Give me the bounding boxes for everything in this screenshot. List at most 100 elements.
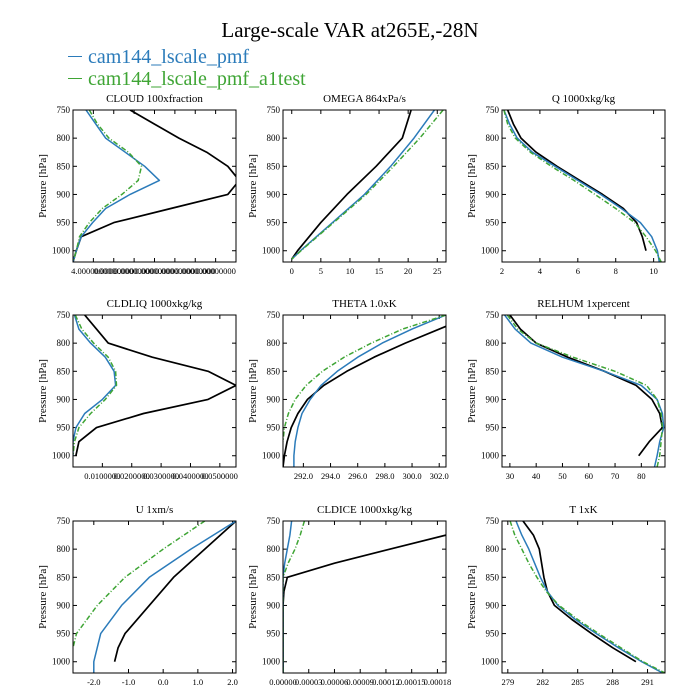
series-line-blue [503, 110, 661, 262]
y-tick-label: 1000 [52, 451, 71, 461]
legend-line-icon [68, 77, 82, 79]
legend-item-series-1: cam144_lscale_pmf [68, 46, 249, 69]
y-tick-label: 1000 [52, 246, 71, 256]
y-tick-label: 950 [486, 629, 500, 639]
y-tick-label: 750 [267, 105, 281, 115]
x-tick-label: 0.0100000 [84, 471, 120, 481]
panel-7: U 1xm/s 750 800 850 900 950 1000 -2.0 -1.0 0.0 1.0… [37, 504, 238, 687]
x-tick-label: 80 [637, 471, 646, 481]
x-tick-label: 20 [404, 266, 413, 276]
y-tick-label: 850 [486, 161, 500, 171]
y-tick-label: 1000 [481, 451, 500, 461]
series-line-blue [291, 110, 436, 260]
series-line-ref [113, 521, 236, 662]
x-tick-label: 288 [606, 677, 619, 687]
series-line-green [73, 110, 143, 262]
y-tick-label: 850 [57, 572, 71, 582]
panel-2: OMEGA 864xPa/s 750 800 850 900 950 1000 0 5 10 15 2… [247, 93, 447, 276]
y-tick-label: 800 [486, 338, 500, 348]
y-tick-label: 750 [267, 310, 281, 320]
panel-title: CLDLIQ 1000xkg/kg [107, 298, 203, 310]
x-tick-label: 5 [319, 266, 323, 276]
x-tick-label: 0.00000000 [175, 266, 215, 276]
panel-frame [501, 109, 666, 263]
panel-title: CLDICE 1000xkg/kg [317, 504, 413, 516]
y-tick-label: 1000 [262, 657, 281, 667]
panel-frame [501, 314, 666, 468]
series-line-blue [283, 521, 293, 673]
x-tick-label: 0 [290, 266, 294, 276]
x-tick-label: 0.00018 [424, 677, 452, 687]
y-axis-label: Pressure [hPa] [466, 359, 478, 423]
panel-title: OMEGA 864xPa/s [323, 93, 406, 105]
legend-item-series-2: cam144_lscale_pmf_a1test [68, 68, 306, 91]
y-tick-label: 1000 [481, 657, 500, 667]
y-tick-label: 900 [486, 394, 500, 404]
y-axis-label: Pressure [hPa] [466, 565, 478, 629]
y-tick-label: 900 [57, 600, 71, 610]
y-axis-label: Pressure [hPa] [466, 154, 478, 218]
panel-frame [282, 109, 447, 263]
x-tick-label: 1.0 [193, 677, 204, 687]
y-tick-label: 850 [486, 572, 500, 582]
x-tick-label: 0.00003 [295, 677, 323, 687]
y-tick-label: 750 [486, 105, 500, 115]
panel-4: CLDLIQ 1000xkg/kg 750 800 850 900 950 1000 0.01… [37, 298, 238, 481]
y-tick-label: 950 [267, 423, 281, 433]
panel-title: T 1xK [569, 504, 597, 516]
panel-frame [72, 109, 237, 263]
series-line-ref [283, 534, 446, 673]
y-tick-label: 750 [267, 516, 281, 526]
y-tick-label: 1000 [481, 246, 500, 256]
panel-frame [501, 520, 666, 674]
y-axis-label: Pressure [hPa] [37, 359, 49, 423]
series-line-green [283, 315, 446, 442]
x-tick-label: 0.00000000 [94, 266, 134, 276]
y-tick-label: 850 [267, 366, 281, 376]
y-tick-label: 750 [57, 105, 71, 115]
y-tick-label: 800 [267, 544, 281, 554]
panel-title: CLOUD 100xfraction [106, 93, 203, 105]
series-line-green [283, 521, 306, 673]
x-tick-label: 40 [532, 471, 541, 481]
y-tick-label: 800 [57, 133, 71, 143]
y-tick-label: 750 [486, 516, 500, 526]
x-tick-label: 296.0 [348, 471, 367, 481]
y-tick-label: 950 [486, 218, 500, 228]
y-tick-label: 850 [486, 366, 500, 376]
panel-title: Q 1000xkg/kg [552, 93, 616, 105]
series-line-blue [73, 315, 117, 456]
panel-title: U 1xm/s [136, 504, 174, 516]
x-tick-label: 10 [649, 266, 658, 276]
series-line-green [506, 315, 664, 467]
series-line-blue [515, 521, 664, 673]
y-tick-label: 950 [57, 629, 71, 639]
y-axis-label: Pressure [hPa] [37, 154, 49, 218]
x-tick-label: 0.0 [158, 677, 169, 687]
x-tick-label: 15 [375, 266, 384, 276]
x-tick-label: 0.00000000 [114, 266, 154, 276]
x-tick-label: 4 [538, 266, 543, 276]
series-line-ref [522, 521, 637, 663]
panel-frame [282, 314, 447, 468]
panel-frame [282, 520, 447, 674]
x-tick-label: 0.00000000 [134, 266, 174, 276]
series-line-green [503, 110, 662, 262]
x-tick-label: 0.0200000 [114, 471, 150, 481]
y-tick-label: 750 [486, 310, 500, 320]
x-tick-label: 285 [571, 677, 584, 687]
y-tick-label: 900 [486, 189, 500, 199]
x-tick-label: 70 [611, 471, 620, 481]
x-tick-label: 0.00000000 [195, 266, 235, 276]
x-tick-label: 0.00000000 [155, 266, 195, 276]
x-tick-label: 279 [501, 677, 514, 687]
series-line-green [291, 110, 444, 260]
x-tick-label: 0.0500000 [202, 471, 238, 481]
y-tick-label: 750 [57, 516, 71, 526]
x-tick-label: 2.0 [227, 677, 238, 687]
y-axis-label: Pressure [hPa] [247, 154, 259, 218]
legend-label: cam144_lscale_pmf [88, 46, 250, 68]
y-tick-label: 800 [57, 544, 71, 554]
